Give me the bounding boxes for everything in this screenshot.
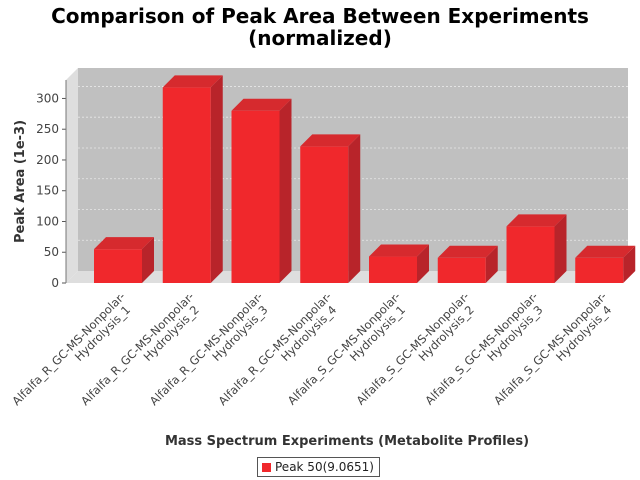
bar-top xyxy=(369,244,429,257)
bar-top xyxy=(231,98,292,111)
bar xyxy=(94,249,142,283)
y-tick-label: 0 xyxy=(51,276,59,290)
x-tick-label: Alfalfa_S_GC-MS-Nonpolar-Hydrolysis_3 xyxy=(422,289,550,417)
bar-side xyxy=(348,134,361,283)
x-tick-label: Alfalfa_S_GC-MS-Nonpolar-Hydrolysis_1 xyxy=(285,289,413,417)
bar xyxy=(437,257,486,283)
bar xyxy=(162,87,211,283)
y-tick-label: 100 xyxy=(36,214,59,228)
y-tick-label: 50 xyxy=(44,245,59,259)
x-tick-label: Alfalfa_R_GC-MS-Nonpolar-Hydrolysis_3 xyxy=(147,289,275,417)
legend-swatch xyxy=(262,462,271,472)
x-tick-label: Alfalfa_S_GC-MS-Nonpolar-Hydrolysis_2 xyxy=(354,289,482,417)
y-tick-label: 250 xyxy=(36,122,59,136)
bar xyxy=(369,256,417,283)
y-tick-label: 200 xyxy=(36,153,59,167)
bar-side xyxy=(142,237,154,283)
bar-top xyxy=(94,237,154,250)
bar-side xyxy=(210,75,223,283)
bar-side xyxy=(485,245,498,283)
bar-side xyxy=(554,214,567,283)
x-tick-label: Alfalfa_S_GC-MS-Nonpolar-Hydrolysis_4 xyxy=(491,289,619,417)
bar-top xyxy=(506,214,567,227)
bar xyxy=(300,146,349,283)
bar-top xyxy=(300,134,361,147)
legend-label: Peak 50(9.0651) xyxy=(275,460,374,474)
x-tick-label: Alfalfa_R_GC-MS-Nonpolar-Hydrolysis_4 xyxy=(216,289,344,417)
bar-side xyxy=(279,98,292,284)
bar-side xyxy=(417,244,429,283)
bar-top xyxy=(575,245,636,258)
y-axis-label: Peak Area (1e-3) xyxy=(13,120,28,243)
x-tick-label: Alfalfa_R_GC-MS-Nonpolar-Hydrolysis_1 xyxy=(9,289,137,417)
bar xyxy=(575,257,624,283)
bar xyxy=(231,110,280,284)
chart-title-line-1: Comparison of Peak Area Between Experime… xyxy=(51,4,589,28)
bar-top xyxy=(162,75,223,88)
bar xyxy=(506,226,555,283)
legend: Peak 50(9.0651) xyxy=(257,457,380,477)
bar-top xyxy=(437,245,498,258)
y-tick-label: 300 xyxy=(36,91,59,105)
plot-side-wall xyxy=(66,68,78,283)
y-tick-label: 150 xyxy=(36,184,59,198)
x-tick-label: Alfalfa_R_GC-MS-Nonpolar-Hydrolysis_2 xyxy=(78,289,206,417)
bar-side xyxy=(623,245,636,283)
x-axis-label: Mass Spectrum Experiments (Metabolite Pr… xyxy=(165,434,529,449)
chart-title-line-2: (normalized) xyxy=(248,26,392,50)
